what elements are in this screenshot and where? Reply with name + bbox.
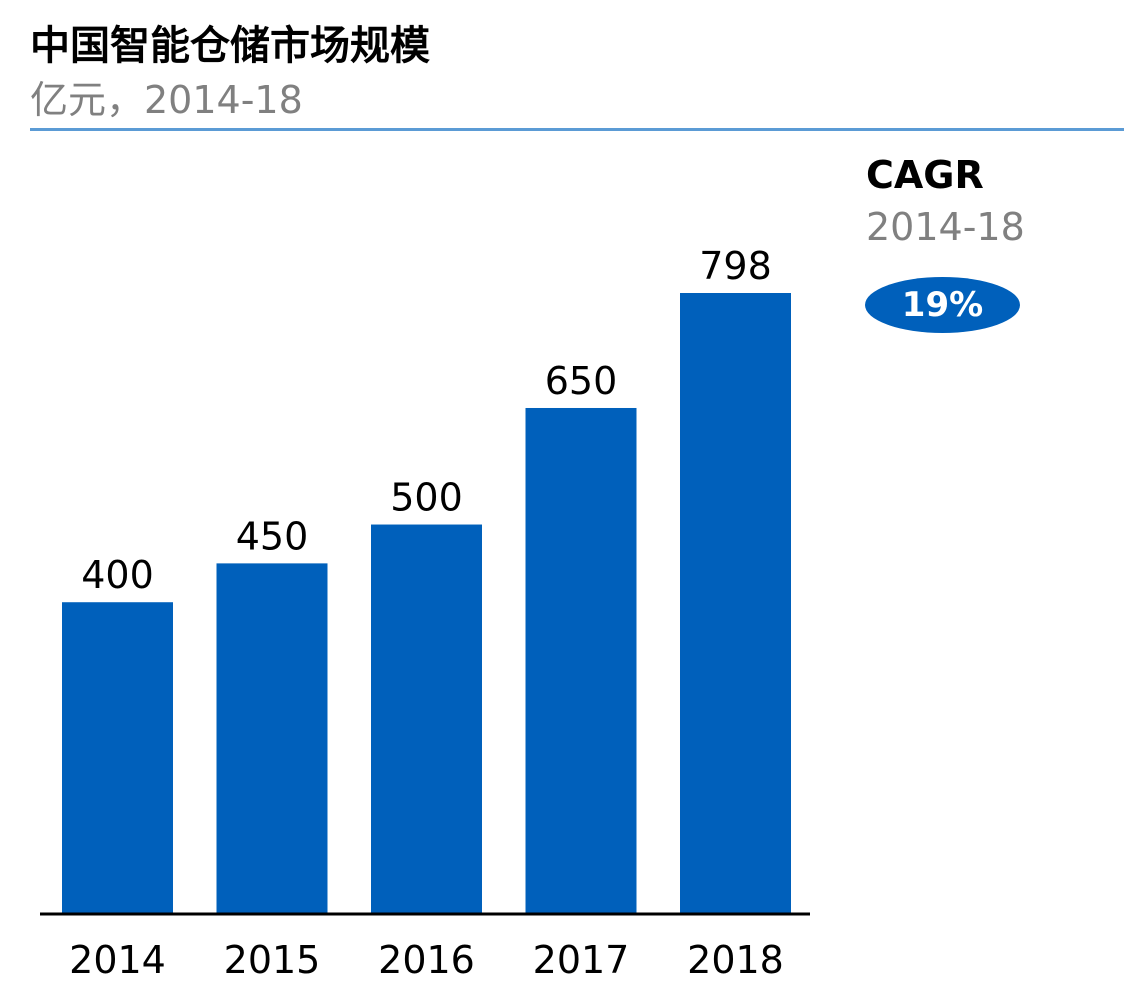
value-label-2018: 798 [699,244,772,288]
value-label-2016: 500 [390,476,463,520]
cagr-badge: 19% [865,277,1020,333]
bar-2017 [525,407,637,913]
x-tick-label-2017: 2017 [533,938,630,982]
x-tick-label-2018: 2018 [687,938,784,982]
bar-2014 [62,602,173,913]
chart-title: 中国智能仓储市场规模 [30,23,430,69]
value-label-2014: 400 [81,553,154,597]
chart-subtitle: 亿元，2014-18 [30,78,303,122]
bar-2018 [680,293,791,913]
bar-2016 [371,524,482,913]
x-tick-label-2016: 2016 [378,938,475,982]
header-divider [30,128,1124,131]
x-tick-label-2014: 2014 [69,938,166,982]
value-label-2017: 650 [545,359,618,403]
cagr-title: CAGR [866,153,984,197]
value-label-2015: 450 [236,514,309,558]
x-tick-label-2015: 2015 [224,938,321,982]
cagr-period: 2014-18 [866,205,1025,249]
bar-2015 [216,563,328,913]
